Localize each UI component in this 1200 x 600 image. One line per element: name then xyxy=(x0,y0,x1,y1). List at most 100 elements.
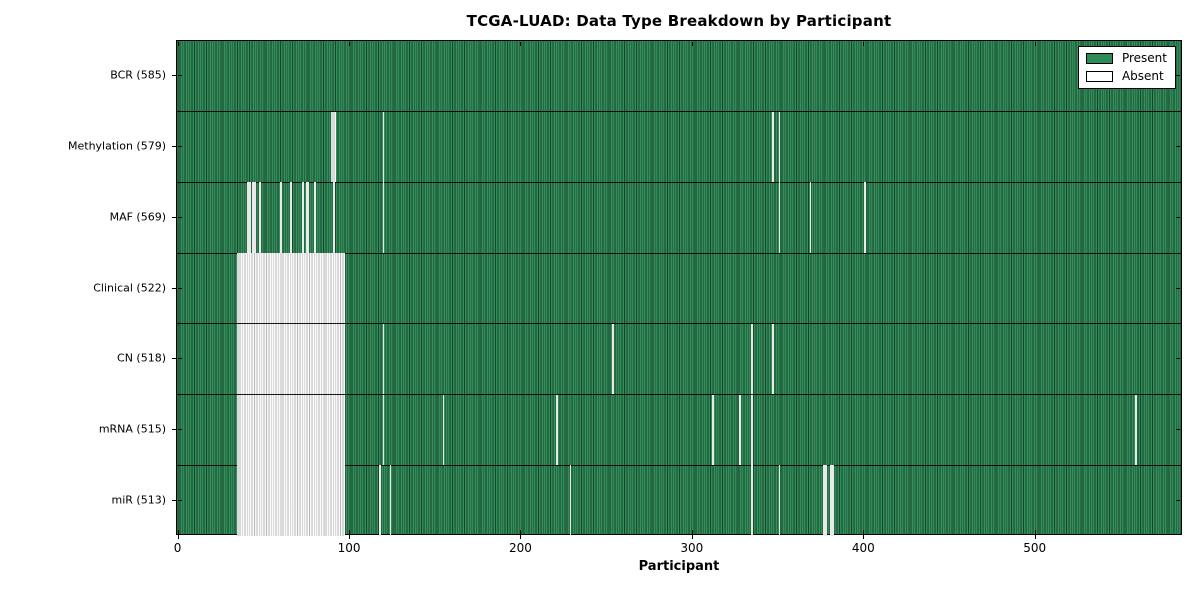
x-tick-outer xyxy=(349,535,351,539)
y-tick-inner-right xyxy=(1176,287,1181,289)
row-separator xyxy=(177,323,1181,325)
x-tick-inner-top xyxy=(349,41,351,46)
y-tick-inner-right xyxy=(1176,428,1181,430)
absent-segment-CN xyxy=(771,323,774,395)
y-tick-label-MAF: MAF (569) xyxy=(109,210,166,224)
absent-segment-mRNA xyxy=(555,394,558,466)
absent-segment-MAF xyxy=(864,182,867,254)
y-tick-label-mRNA: mRNA (515) xyxy=(98,422,166,436)
y-tick-inner-right xyxy=(1176,358,1181,360)
x-tick-inner-top xyxy=(177,41,179,46)
x-tick-outer xyxy=(691,535,693,539)
absent-segment-MAF xyxy=(778,182,781,254)
absent-segment-miR xyxy=(751,465,753,536)
legend-swatch-present xyxy=(1085,53,1113,64)
y-tick-inner-right xyxy=(1176,216,1181,218)
absent-segment-MAF xyxy=(290,182,292,254)
absent-segment-MAF xyxy=(809,182,812,254)
x-tick-outer xyxy=(863,535,865,539)
row-separator xyxy=(177,464,1181,466)
absent-segment-Methylation xyxy=(382,111,385,183)
x-tick-inner-top xyxy=(863,41,865,46)
y-tick-inner-left xyxy=(177,75,182,77)
x-tick-label: 100 xyxy=(337,541,361,555)
y-tick-outer xyxy=(172,216,176,218)
x-tick-label: 400 xyxy=(851,541,875,555)
y-tick-label-Methylation: Methylation (579) xyxy=(68,139,166,153)
absent-segment-MAF xyxy=(305,182,309,254)
legend-label: Present xyxy=(1121,51,1167,65)
x-tick-inner-bottom xyxy=(177,529,179,534)
absent-segment-miR xyxy=(830,465,834,536)
row-separator xyxy=(177,181,1181,183)
absent-segment-miR xyxy=(389,465,392,536)
x-tick-outer xyxy=(520,535,522,539)
absent-segment-CN xyxy=(612,323,615,395)
y-tick-inner-left xyxy=(177,358,182,360)
y-tick-outer xyxy=(172,146,176,148)
x-tick-inner-bottom xyxy=(520,529,522,534)
y-tick-inner-left xyxy=(177,287,182,289)
absent-segment-miR xyxy=(569,465,572,536)
x-tick-outer xyxy=(177,535,179,539)
y-tick-outer xyxy=(172,499,176,501)
absent-segment-Methylation xyxy=(331,111,337,183)
absent-segment-CN xyxy=(382,323,385,395)
legend: Present Absent xyxy=(1077,46,1176,89)
x-tick-label: 0 xyxy=(173,541,182,555)
absent-segment-mRNA xyxy=(442,394,445,466)
y-tick-label-Clinical: Clinical (522) xyxy=(93,281,166,294)
row-separator xyxy=(177,394,1181,396)
absent-segment-MAF xyxy=(332,182,335,254)
absent-segment-MAF xyxy=(302,182,304,254)
plot-area: Present Absent xyxy=(176,40,1182,536)
absent-segment-MAF xyxy=(252,182,256,254)
y-tick-label-CN: CN (518) xyxy=(117,351,166,365)
legend-label: Absent xyxy=(1121,69,1164,83)
row-separator xyxy=(177,111,1181,113)
x-tick-inner-top xyxy=(691,41,693,46)
absent-segment-CN xyxy=(751,323,753,395)
y-tick-label-miR: miR (513) xyxy=(111,493,167,507)
y-tick-outer xyxy=(172,75,176,77)
y-tick-outer xyxy=(172,358,176,360)
absent-segment-Methylation xyxy=(771,111,774,183)
legend-swatch-absent xyxy=(1085,71,1113,82)
absent-segment-mRNA xyxy=(751,394,753,466)
legend-entry-absent: Absent xyxy=(1085,69,1167,83)
y-tick-label-BCR: BCR (585) xyxy=(110,68,166,82)
x-tick-inner-top xyxy=(1034,41,1036,46)
absent-segment-mRNA xyxy=(236,394,345,466)
absent-segment-miR xyxy=(778,465,781,536)
x-tick-inner-top xyxy=(520,41,522,46)
chart-title: TCGA-LUAD: Data Type Breakdown by Partic… xyxy=(466,12,892,30)
x-tick-label: 300 xyxy=(680,541,704,555)
absent-segment-Methylation xyxy=(778,111,781,183)
x-tick-inner-bottom xyxy=(349,529,351,534)
absent-segment-MAF xyxy=(247,182,251,254)
absent-segment-mRNA xyxy=(711,394,714,466)
x-tick-inner-bottom xyxy=(863,529,865,534)
y-tick-inner-left xyxy=(177,216,182,218)
x-axis-label: Participant xyxy=(638,559,720,574)
absent-segment-CN xyxy=(236,323,345,395)
absent-segment-mRNA xyxy=(739,394,741,466)
y-tick-inner-left xyxy=(177,428,182,430)
x-tick-outer xyxy=(1034,535,1036,539)
legend-entry-present: Present xyxy=(1085,51,1167,65)
y-tick-inner-left xyxy=(177,499,182,501)
absent-segment-mRNA xyxy=(1135,394,1137,466)
absent-segment-miR xyxy=(236,465,345,536)
absent-segment-MAF xyxy=(382,182,385,254)
y-tick-inner-left xyxy=(177,146,182,148)
x-tick-label: 500 xyxy=(1023,541,1047,555)
y-tick-inner-right xyxy=(1176,499,1181,501)
absent-segment-MAF xyxy=(314,182,316,254)
absent-segment-mRNA xyxy=(382,394,385,466)
x-tick-inner-bottom xyxy=(691,529,693,534)
y-tick-outer xyxy=(172,428,176,430)
row-separator xyxy=(177,252,1181,254)
y-tick-outer xyxy=(172,287,176,289)
x-tick-inner-bottom xyxy=(1034,529,1036,534)
